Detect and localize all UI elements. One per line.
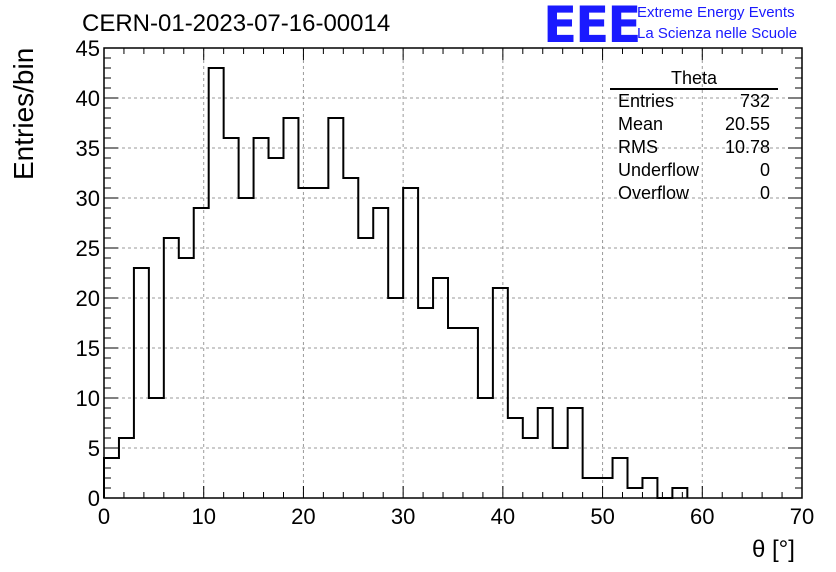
histogram-bin [313,188,328,498]
y-tick-label: 40 [76,86,100,111]
stats-label: Underflow [618,160,700,180]
stats-value: 10.78 [724,137,770,157]
stats-box: Theta Entries 732 Mean 20.55 RMS 10.78 U… [610,68,778,205]
histogram-bin [224,138,239,498]
x-tick-label: 40 [491,504,515,529]
stats-value: 20.55 [724,114,770,134]
x-tick-label: 60 [690,504,714,529]
histogram-bin [672,488,687,498]
stats-row-entries: Entries 732 [610,90,778,113]
x-tick-label: 20 [291,504,315,529]
stats-value: 0 [759,160,770,180]
histogram-bin [598,478,613,498]
histogram-bin [283,118,298,498]
stats-value: 0 [759,183,770,203]
logo-caption-2: La Scienza nelle Scuole [637,25,798,42]
x-axis-label: θ [°] [752,536,795,563]
histogram-bin [538,408,553,498]
histogram-bin [358,238,373,498]
y-tick-label: 35 [76,136,100,161]
y-tick-label: 0 [88,486,100,511]
stats-label: Overflow [618,183,690,203]
y-tick-label: 20 [76,286,100,311]
histogram-bin [523,438,538,498]
y-tick-label: 25 [76,236,100,261]
stats-label: Mean [618,114,664,134]
histogram-bin [448,328,463,498]
x-tick-label: 50 [590,504,614,529]
y-tick-label: 30 [76,186,100,211]
histogram-bin [642,478,657,498]
x-tick-label: 30 [391,504,415,529]
stats-row-overflow: Overflow 0 [610,182,778,205]
stats-value: 732 [739,91,770,111]
stats-label: RMS [618,137,658,157]
histogram-bin [298,188,313,498]
histogram-bin [463,328,478,498]
histogram-bin [343,178,358,498]
x-tick-label: 10 [191,504,215,529]
histogram-bin [209,68,224,498]
histogram-bin [254,138,269,498]
histogram-bin [179,258,194,498]
logo-caption-1: Extreme Energy Events [637,4,795,21]
histogram-bin [373,208,388,498]
histogram-bin [613,458,628,498]
histogram-outline [103,67,689,499]
x-tick-label: 0 [98,504,110,529]
histogram-bin [508,418,523,498]
plot-frame [103,47,803,499]
histogram-bin [164,238,179,498]
histogram-bin [493,288,508,498]
y-tick-label: 5 [88,436,100,461]
y-tick-label: 10 [76,386,100,411]
x-tick-label: 70 [790,504,814,529]
histogram-bin [568,408,583,498]
chart-title: CERN-01-2023-07-16-00014 [82,10,391,37]
histogram-bin [433,278,448,498]
stats-row-underflow: Underflow 0 [610,159,778,182]
histogram-bin [194,208,209,498]
histogram-bin [583,478,598,498]
histogram-bin [628,488,643,498]
histogram-bin [149,398,164,498]
stats-label: Entries [618,91,675,111]
eee-logo: EEE [543,0,641,54]
histogram-bin [418,308,433,498]
y-axis-label: Entries/bin [8,47,39,180]
histogram-bin [403,188,418,498]
histogram-bin [328,118,343,498]
stats-row-mean: Mean 20.55 [610,113,778,136]
y-tick-label: 15 [76,336,100,361]
histogram-bin [239,198,254,498]
stats-row-rms: RMS 10.78 [610,136,778,159]
histogram-bin [553,448,568,498]
stats-title: Theta [610,68,778,90]
histogram-bin [119,438,134,498]
histogram-bin [134,268,149,498]
histogram-bin [269,158,284,498]
y-tick-label: 45 [76,36,100,61]
